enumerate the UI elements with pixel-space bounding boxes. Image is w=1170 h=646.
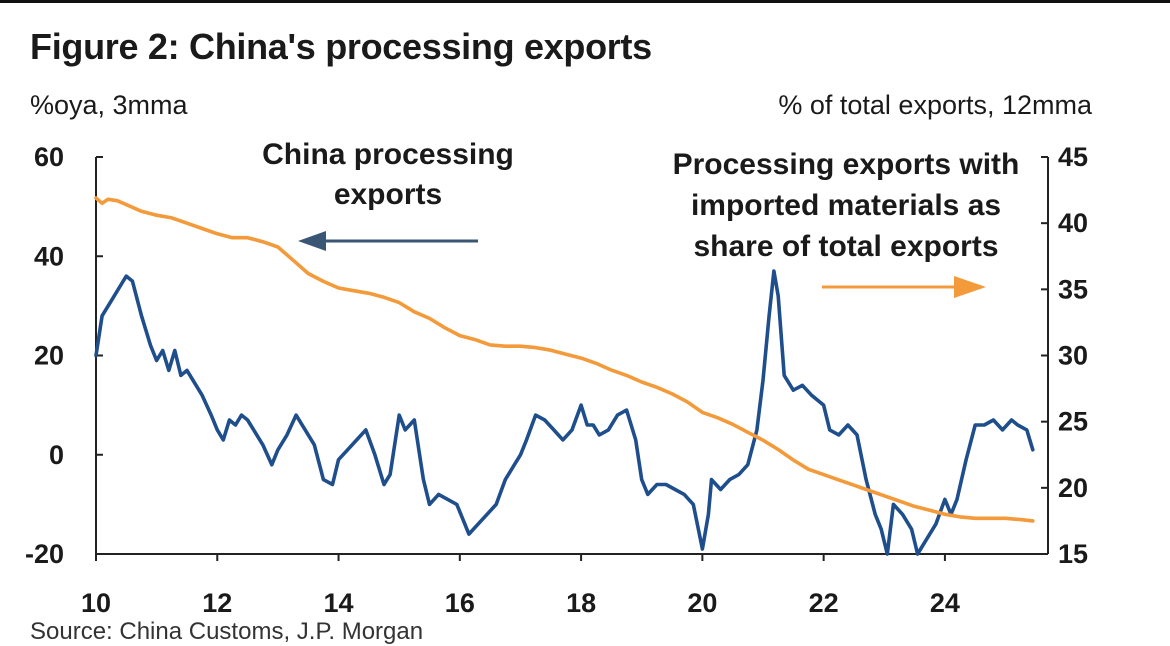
- annotation-left-arrowhead: [298, 231, 326, 251]
- right-tick-label: 15: [1058, 539, 1088, 569]
- x-tick-label: 20: [687, 588, 717, 618]
- right-tick-label: 40: [1058, 208, 1088, 238]
- annotation-right-arrowhead: [954, 276, 986, 298]
- right-axis-unit: % of total exports, 12mma: [778, 90, 1092, 120]
- annotation-left-text: China processing: [262, 138, 514, 171]
- right-tick-label: 35: [1058, 274, 1088, 304]
- processing-share-line: [94, 196, 1035, 523]
- x-tick-label: 12: [202, 588, 232, 618]
- chart-title: Figure 2: China's processing exports: [30, 26, 652, 67]
- left-tick-label: 20: [34, 341, 64, 371]
- processing-exports-line: [94, 269, 1035, 556]
- left-axis-unit: %oya, 3mma: [30, 90, 188, 120]
- x-tick-label: 10: [81, 588, 111, 618]
- series: [94, 196, 1035, 556]
- axes: -20 0 20 40 60 15 20 25 30 35 40 45 10 12 14 16 18 20 22 24: [25, 142, 1088, 618]
- annotation-right-text: share of total exports: [693, 230, 998, 263]
- annotation-right-text: Processing exports with: [673, 148, 1020, 181]
- x-tick-label: 18: [566, 588, 596, 618]
- x-tick-label: 14: [324, 588, 354, 618]
- annotation-right-text: imported materials as: [691, 189, 1001, 222]
- left-tick-label: -20: [25, 539, 64, 569]
- right-tick-label: 30: [1058, 341, 1088, 371]
- right-tick-label: 20: [1058, 473, 1088, 503]
- right-tick-label: 45: [1058, 142, 1088, 172]
- left-tick-label: 0: [49, 440, 64, 470]
- x-tick-label: 24: [930, 588, 960, 618]
- annotations: China processing exports Processing export…: [262, 138, 1019, 298]
- annotation-left-text: exports: [334, 178, 442, 211]
- x-tick-label: 16: [445, 588, 475, 618]
- left-tick-label: 40: [34, 241, 64, 271]
- chart-canvas: -20 0 20 40 60 15 20 25 30 35 40 45 10 12 14 16 18 20 22 24…: [25, 138, 1088, 618]
- top-rule: [0, 0, 1170, 3]
- x-tick-label: 22: [809, 588, 839, 618]
- right-tick-label: 25: [1058, 407, 1088, 437]
- left-tick-label: 60: [34, 142, 64, 172]
